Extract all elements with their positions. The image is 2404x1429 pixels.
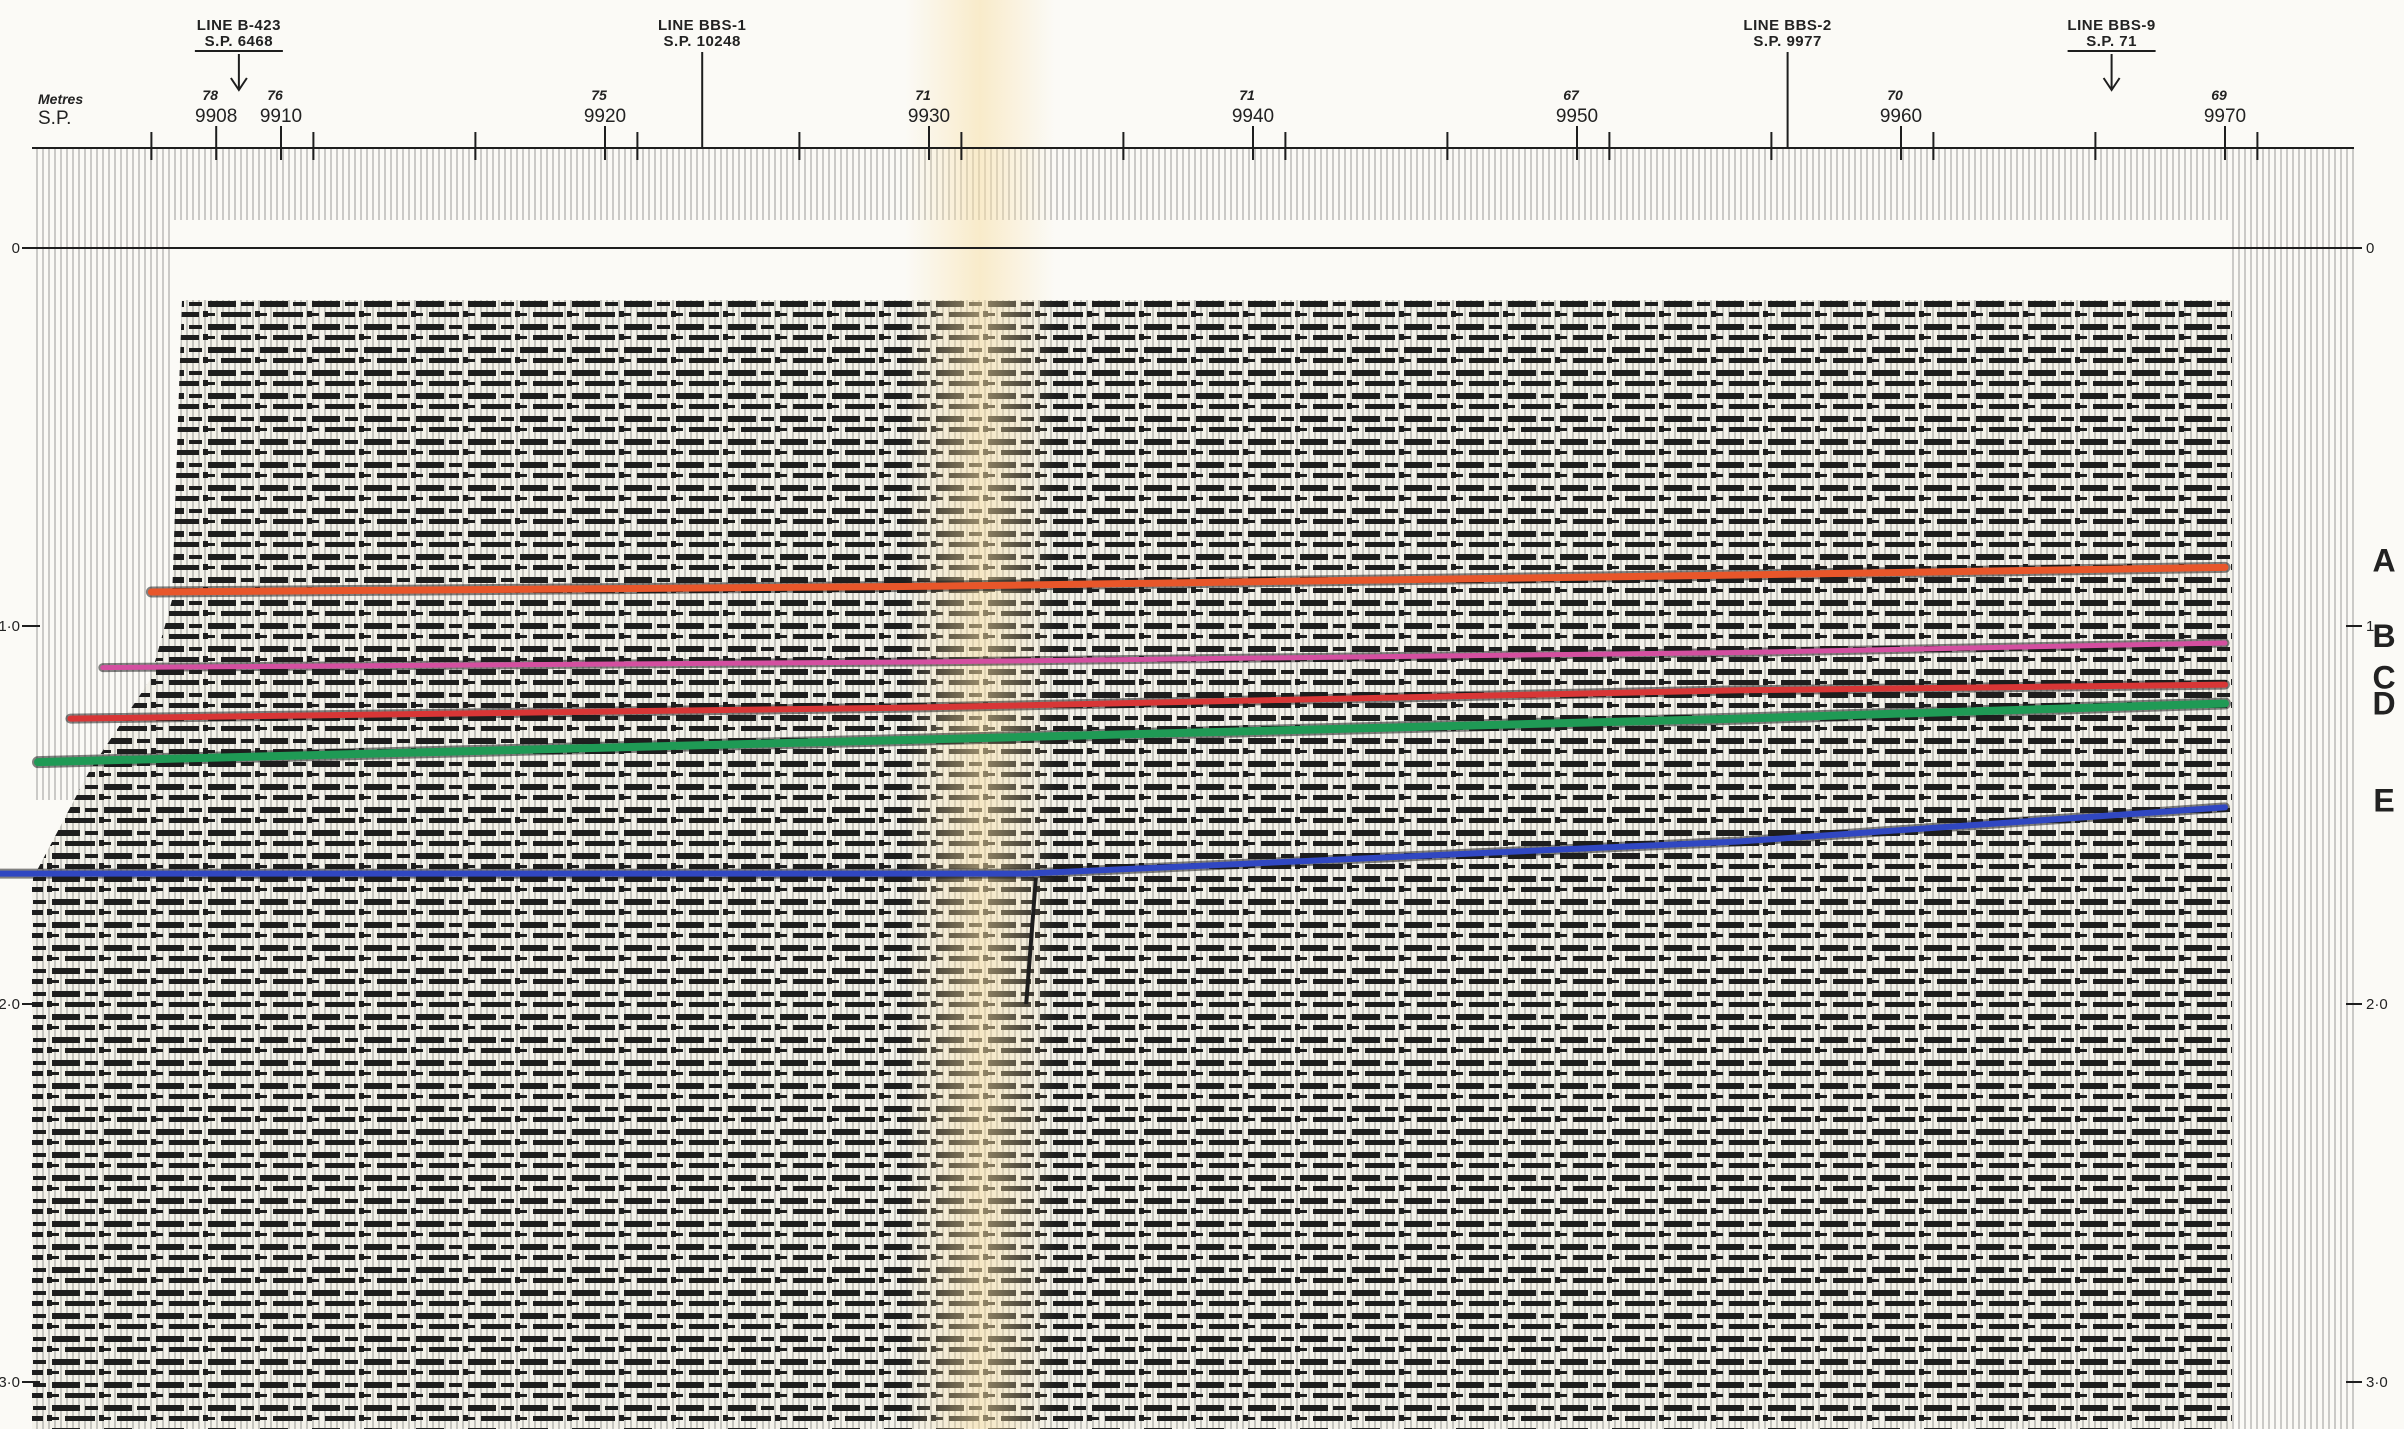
horizon-E: [0, 804, 2228, 877]
time-label-right: 0: [2366, 240, 2374, 257]
intersection-shotpoint: S.P. 6468: [205, 33, 273, 50]
shotpoint-label: 9970: [2204, 106, 2246, 127]
horizon-labels: A BCD E: [2372, 542, 2395, 818]
horizon-label-D: D: [2372, 686, 2395, 722]
elevation-label: 76: [267, 87, 283, 103]
time-label-left: 0: [12, 240, 20, 257]
shotpoint-label: 9930: [908, 106, 950, 127]
shotpoint-label: S.P.: [38, 108, 71, 129]
time-label-left: 2·0: [0, 996, 20, 1013]
intersection-shotpoint: S.P. 71: [2086, 33, 2137, 50]
shotpoint-label: 9950: [1556, 106, 1598, 127]
shotpoint-label: 9960: [1880, 106, 1922, 127]
shotpoint-label: 9920: [584, 106, 626, 127]
intersection-line-name: LINE BBS-1: [658, 17, 746, 34]
horizon-A: [147, 563, 2229, 596]
elevation-label: 67: [1563, 87, 1580, 103]
time-label-right: 2·0: [2366, 996, 2388, 1013]
elevation-label: 69: [2211, 87, 2227, 103]
horizon-lines: [0, 561, 2231, 879]
time-label-left: 3·0: [0, 1374, 20, 1391]
horizon-label-C: C: [2372, 660, 2395, 696]
shotpoint-axis: 9908 78 9910 76 9920 75 9930 71 9940 71 9950 67 9960…: [150, 87, 2259, 160]
elevation-label: 71: [1239, 87, 1255, 103]
horizon-label-A: A: [2372, 542, 2395, 578]
intersection-arrow-head: [2102, 77, 2121, 92]
intersection-line-name: LINE BBS-9: [2067, 17, 2155, 34]
intersection-line-name: LINE B-423: [197, 17, 281, 34]
intersection-shotpoint: S.P. 10248: [664, 33, 741, 50]
horizon-C: [67, 681, 2228, 722]
elevation-label: 71: [915, 87, 931, 103]
time-label-left: 1·0: [0, 618, 20, 635]
paper-stain: [905, 0, 1055, 1429]
shotpoint-label: 9940: [1232, 106, 1274, 127]
elevation-label: 78: [202, 87, 218, 103]
shotpoint-label: 9910: [260, 106, 302, 127]
right-trace-band: [2232, 220, 2354, 1429]
time-axis: 0 1·0 2·0 3·0 0 1 2·0 3·0: [0, 240, 2388, 1391]
time-label-right: 3·0: [2366, 1374, 2388, 1391]
shotpoint-label: 9908: [195, 106, 237, 127]
header-trace-band: [32, 148, 2354, 220]
fault-trace: [1024, 877, 1038, 1005]
horizon-label-B: B: [2372, 618, 2395, 654]
intersection-line-name: LINE BBS-2: [1743, 17, 1831, 34]
time-label-right: 1: [2366, 618, 2374, 635]
elevation-label: 70: [1887, 87, 1903, 103]
horizon-D: [34, 699, 2229, 767]
elevation-label: 75: [591, 87, 607, 103]
intersection-arrow-head: [230, 77, 248, 92]
intersection-shotpoint: S.P. 9977: [1753, 33, 1821, 50]
metres-label: Metres: [38, 91, 83, 107]
horizon-B: [100, 640, 2228, 671]
horizon-label-E: E: [2373, 782, 2394, 818]
fault-line: [1024, 877, 1038, 1005]
